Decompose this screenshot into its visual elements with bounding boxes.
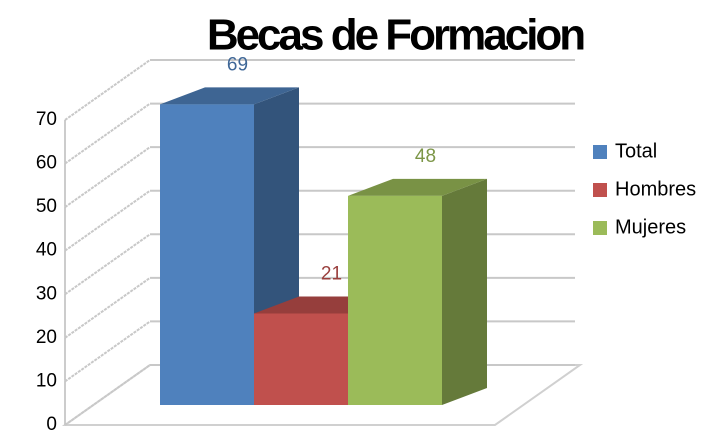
bar bbox=[254, 313, 348, 405]
grid-line bbox=[64, 59, 151, 121]
grid-line bbox=[64, 102, 151, 165]
y-tick-label: 40 bbox=[36, 240, 57, 261]
data-label: 69 bbox=[227, 54, 248, 75]
y-tick-label: 20 bbox=[36, 327, 57, 348]
legend-label: Total bbox=[615, 140, 657, 162]
grid-line bbox=[64, 320, 151, 383]
data-label: 48 bbox=[415, 146, 436, 167]
legend-swatch bbox=[593, 221, 607, 235]
chart-title: Becas de Formacion bbox=[207, 11, 584, 60]
grid-line bbox=[64, 233, 151, 296]
bar-side bbox=[442, 178, 487, 405]
y-tick-label: 30 bbox=[36, 283, 57, 304]
legend-swatch bbox=[593, 183, 607, 197]
y-tick-label: 70 bbox=[36, 109, 57, 130]
bar bbox=[348, 195, 442, 405]
grid-line bbox=[64, 277, 151, 339]
bar bbox=[160, 104, 254, 405]
bar-top bbox=[348, 178, 487, 196]
grid-line bbox=[64, 189, 151, 252]
bar-top bbox=[160, 87, 299, 105]
legend-swatch bbox=[593, 145, 607, 159]
legend-label: Mujeres bbox=[615, 216, 686, 238]
grid-line bbox=[64, 146, 151, 208]
grid-line bbox=[64, 364, 151, 426]
data-label: 21 bbox=[321, 264, 342, 285]
y-tick-label: 60 bbox=[36, 153, 57, 174]
legend-label: Hombres bbox=[615, 178, 696, 200]
y-tick-label: 10 bbox=[36, 370, 57, 391]
y-tick-label: 0 bbox=[46, 414, 57, 432]
y-tick-label: 50 bbox=[36, 196, 57, 217]
